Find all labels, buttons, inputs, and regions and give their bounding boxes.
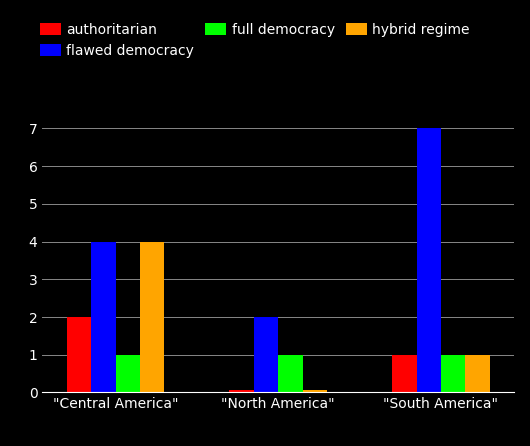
Bar [278,355,303,392]
Bar [116,355,140,392]
Bar [91,242,116,392]
Bar [303,390,327,392]
Bar [67,317,91,392]
Bar [441,355,465,392]
Bar [229,390,254,392]
Bar [140,242,164,392]
Legend: authoritarian, flawed democracy, full democracy, hybrid regime: authoritarian, flawed democracy, full de… [40,23,470,58]
Bar [417,128,441,392]
Bar [392,355,417,392]
Bar [254,317,278,392]
Bar [465,355,490,392]
